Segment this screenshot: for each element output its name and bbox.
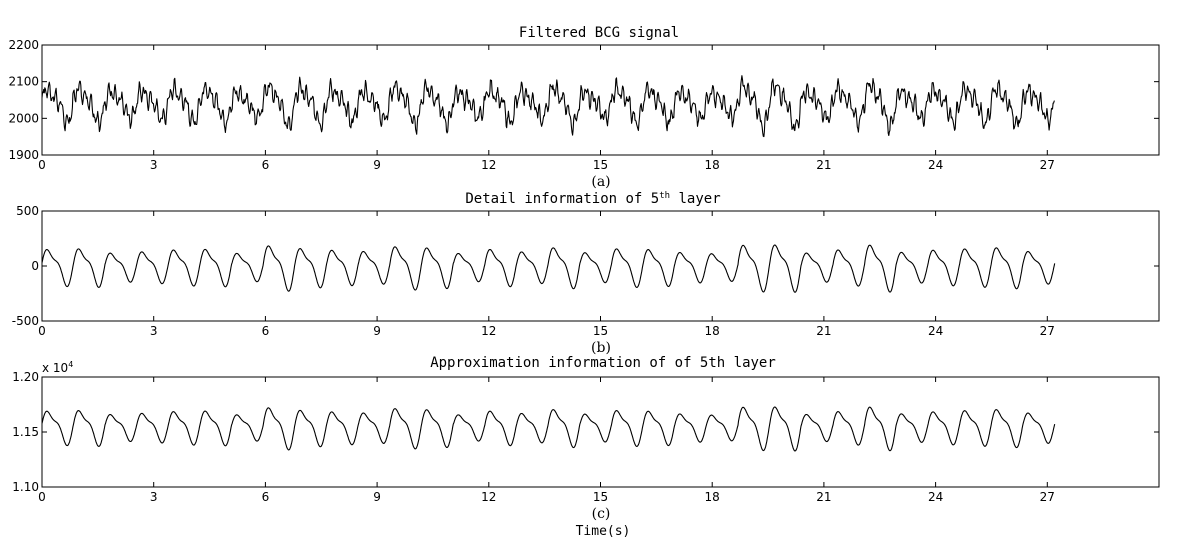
panel-b-signal-line (41, 244, 1056, 293)
panel-c-label: (c) (592, 506, 611, 522)
y-tick-label: 500 (16, 204, 39, 218)
x-tick-label: 9 (373, 324, 381, 338)
panel-c-approximation-5th-layer: Approximation information of of 5th laye… (12, 355, 1160, 522)
x-tick-label: 24 (928, 490, 943, 504)
panel-b-title-end: layer (670, 191, 721, 207)
x-tick-label: 15 (593, 324, 608, 338)
y-tick-label: 1.20 (12, 370, 39, 384)
panel-c-signal-line (41, 406, 1056, 452)
x-tick-label: 0 (38, 490, 46, 504)
x-tick-label: 18 (705, 158, 720, 172)
panel-c-ticks: 0 3 6 9 12 15 18 21 24 27 1.10 1.15 1.20 (12, 370, 1159, 504)
x-tick-label: 3 (150, 490, 158, 504)
x-tick-label: 24 (928, 324, 943, 338)
panel-b-axes (41, 210, 1160, 322)
panel-c-exponent-base: x 10 (42, 361, 68, 375)
x-tick-label: 21 (816, 490, 831, 504)
x-tick-label: 21 (816, 158, 831, 172)
x-tick-label: 3 (150, 158, 158, 172)
x-tick-label: 15 (593, 158, 608, 172)
panel-a-title: Filtered BCG signal (519, 25, 679, 41)
x-axis-label: Time(s) (576, 524, 631, 539)
panel-a-filtered-bcg: Filtered BCG signal 0 3 6 9 12 15 18 21 24 27 1900… (8, 25, 1160, 190)
x-tick-label: 9 (373, 158, 381, 172)
x-tick-label: 9 (373, 490, 381, 504)
x-tick-label: 6 (262, 490, 270, 504)
x-tick-label: 15 (593, 490, 608, 504)
panel-b-title: Detail information of 5th layer (465, 191, 720, 207)
x-tick-label: 18 (705, 490, 720, 504)
y-tick-label: 1.10 (12, 480, 39, 494)
x-tick-label: 0 (38, 158, 46, 172)
x-tick-label: 12 (481, 324, 496, 338)
x-tick-label: 24 (928, 158, 943, 172)
panel-b-detail-5th-layer: Detail information of 5th layer 0 3 6 9 12 15… (12, 191, 1160, 356)
x-tick-label: 27 (1040, 324, 1055, 338)
x-tick-label: 6 (262, 158, 270, 172)
x-tick-label: 0 (38, 324, 46, 338)
y-tick-label: 1.15 (12, 425, 39, 439)
panel-a-ticks: 0 3 6 9 12 15 18 21 24 27 1900 2000 2100 2200 (8, 38, 1159, 172)
x-tick-label: 12 (481, 490, 496, 504)
y-tick-label: 1900 (8, 148, 39, 162)
y-tick-label: 0 (31, 259, 39, 273)
y-tick-label: 2000 (8, 111, 39, 125)
panel-c-exponent: x 104 (42, 360, 73, 375)
x-tick-label: 27 (1040, 158, 1055, 172)
x-tick-label: 6 (262, 324, 270, 338)
x-tick-label: 21 (816, 324, 831, 338)
y-tick-label: 2100 (8, 75, 39, 89)
panel-a-signal-line (41, 75, 1055, 138)
y-tick-label: -500 (12, 314, 39, 328)
x-tick-label: 12 (481, 158, 496, 172)
panel-b-title-sup: th (659, 191, 670, 201)
x-tick-label: 3 (150, 324, 158, 338)
panel-c-exponent-sup: 4 (68, 360, 73, 369)
x-tick-label: 18 (705, 324, 720, 338)
panel-b-label: (b) (591, 340, 611, 356)
y-tick-label: 2200 (8, 38, 39, 52)
panel-c-title: Approximation information of of 5th laye… (430, 355, 776, 371)
panel-a-label: (a) (591, 174, 610, 190)
panel-b-title-main: Detail information of 5 (465, 191, 659, 207)
x-tick-label: 27 (1040, 490, 1055, 504)
